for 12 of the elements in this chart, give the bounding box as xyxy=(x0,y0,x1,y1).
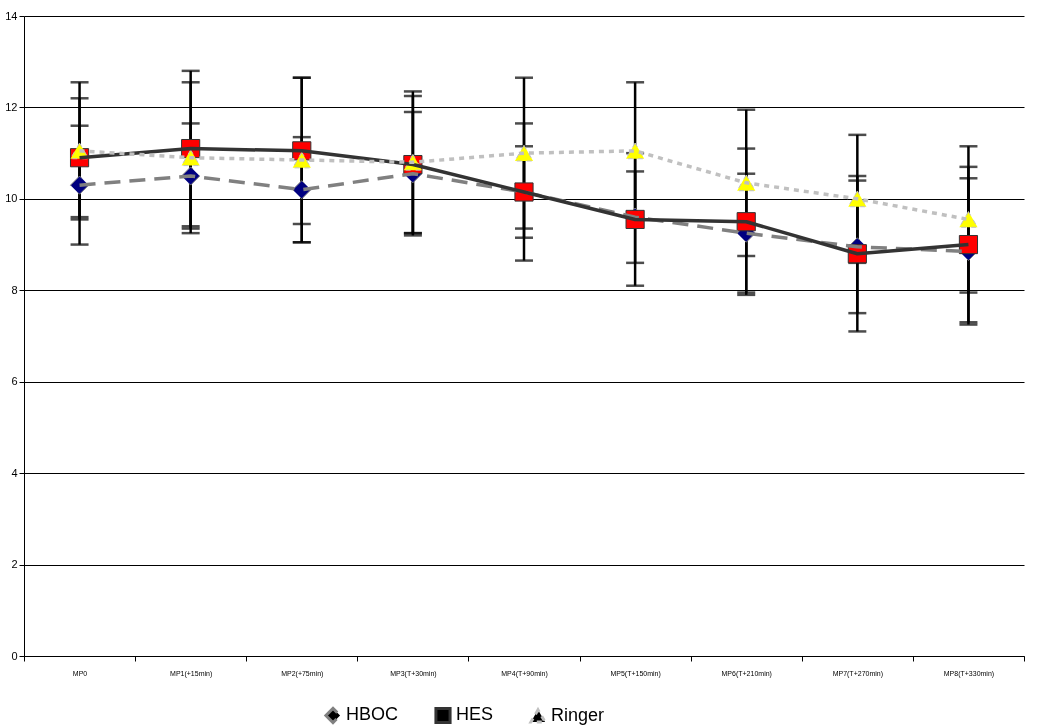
y-tick-label: 0 xyxy=(11,649,18,662)
y-tick-label: 2 xyxy=(11,558,18,571)
y-tick-label: 8 xyxy=(11,283,18,296)
y-tick-label: 12 xyxy=(5,100,18,113)
y-tick-label: 4 xyxy=(11,466,18,479)
legend-label: HBOC xyxy=(346,704,399,725)
point xyxy=(958,211,979,228)
y-tick-label: 10 xyxy=(5,192,18,205)
y-tick-label: 6 xyxy=(11,375,18,388)
legend-label: HES xyxy=(456,704,494,725)
y-tick-label: 14 xyxy=(5,9,18,22)
legend-label: Ringer xyxy=(551,704,605,725)
